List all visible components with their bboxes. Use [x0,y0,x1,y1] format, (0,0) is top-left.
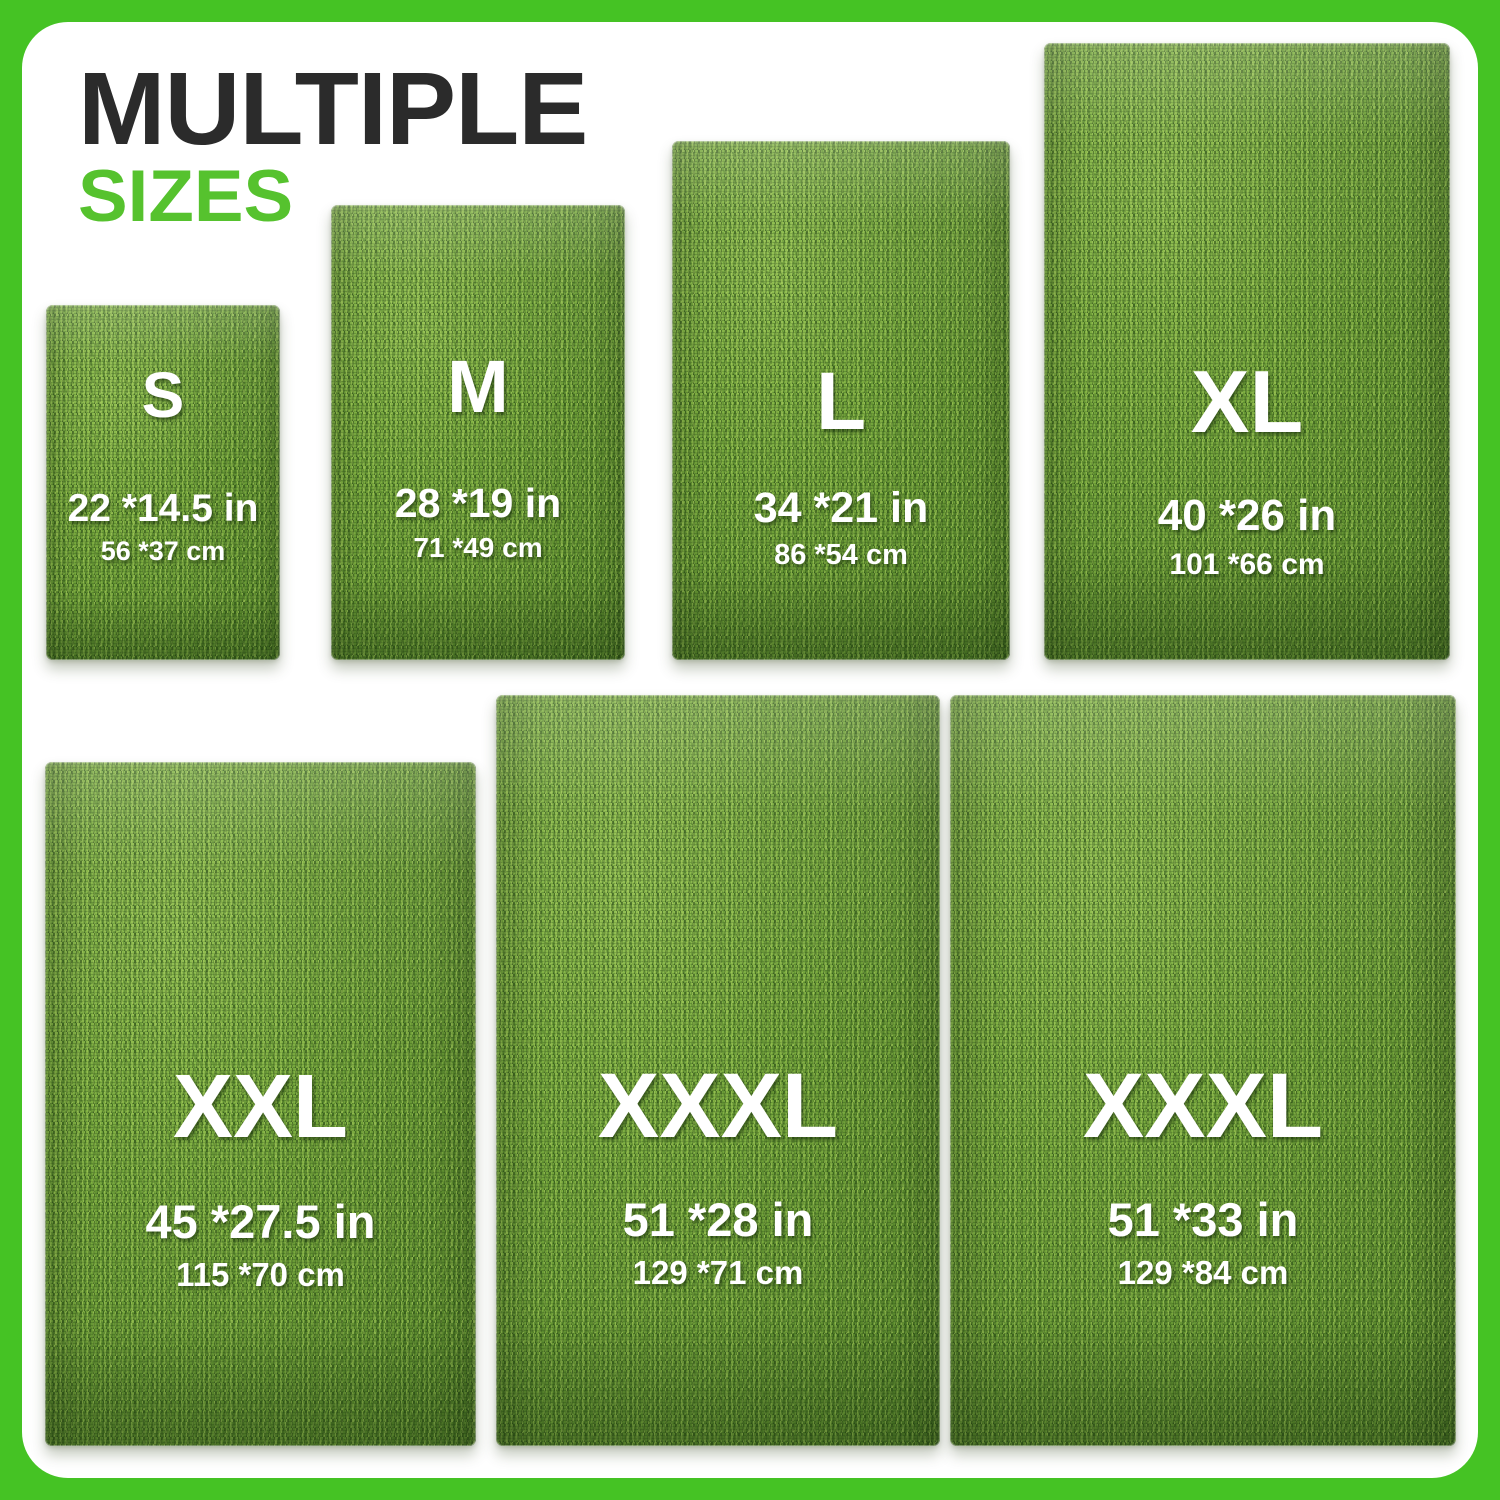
size-name: XXXL [597,1055,839,1157]
size-dimensions-cm: 101 *66 cm [1169,548,1325,582]
size-mat-m-labels: M [331,350,625,424]
size-dimensions-cm: 86 *54 cm [774,539,908,572]
size-dimensions-inches: 45 *27.5 in [145,1195,376,1248]
size-dimensions-inches: 51 *28 in [622,1193,814,1246]
size-dimensions-inches: 34 *21 in [753,484,929,532]
size-mat-s-labels: S [46,363,280,427]
white-panel: MULTIPLE SIZES S 22 *14.5 in 56 *37 cm M… [22,22,1478,1478]
size-mat-l[interactable]: L 34 *21 in 86 *54 cm [672,141,1010,660]
size-dimensions-cm: 115 *70 cm [176,1256,345,1294]
size-name: S [141,359,185,431]
size-mat-l-labels: L [672,361,1010,443]
size-mat-xxxl-1[interactable]: XXXL 51 *28 in 129 *71 cm [496,695,940,1446]
size-name: XL [1190,352,1304,451]
size-mat-xxl-labels: XXL [45,1062,476,1152]
size-dimensions-cm: 71 *49 cm [413,532,543,564]
size-mat-s[interactable]: S 22 *14.5 in 56 *37 cm [46,305,280,660]
size-dimensions-cm: 129 *84 cm [1117,1254,1289,1292]
size-dimensions-inches: 22 *14.5 in [67,487,259,530]
size-mat-xxxl-2[interactable]: XXXL 51 *33 in 129 *84 cm [950,695,1456,1446]
page-title: MULTIPLE SIZES [78,57,588,233]
size-mat-xl-dims: 40 *26 in 101 *66 cm [1044,491,1450,582]
size-mat-xxxl-2-labels: XXXL [950,1060,1456,1152]
size-mat-xxxl-1-labels: XXXL [496,1060,940,1152]
title-line-primary: MULTIPLE [78,51,588,166]
size-name: L [815,356,867,447]
size-dimensions-cm: 129 *71 cm [632,1254,804,1292]
size-mat-xl[interactable]: XL 40 *26 in 101 *66 cm [1044,43,1450,660]
size-dimensions-inches: 40 *26 in [1157,491,1337,540]
size-mat-xxl-dims: 45 *27.5 in 115 *70 cm [45,1197,476,1294]
size-dimensions-inches: 51 *33 in [1107,1193,1299,1246]
size-dimensions-inches: 28 *19 in [394,480,562,526]
size-name: XXL [172,1057,349,1157]
size-mat-xxxl-1-dims: 51 *28 in 129 *71 cm [496,1195,940,1292]
size-name: XXXL [1082,1055,1324,1157]
size-mat-m-dims: 28 *19 in 71 *49 cm [331,480,625,564]
size-dimensions-cm: 56 *37 cm [100,535,226,566]
size-mat-m[interactable]: M 28 *19 in 71 *49 cm [331,205,625,660]
title-line-secondary: SIZES [78,155,294,237]
size-mat-l-dims: 34 *21 in 86 *54 cm [672,484,1010,572]
size-mat-s-dims: 22 *14.5 in 56 *37 cm [46,487,280,567]
size-mat-xxl[interactable]: XXL 45 *27.5 in 115 *70 cm [45,762,476,1446]
size-mat-xl-labels: XL [1044,358,1450,446]
size-mat-xxxl-2-dims: 51 *33 in 129 *84 cm [950,1195,1456,1292]
size-name: M [447,345,509,428]
